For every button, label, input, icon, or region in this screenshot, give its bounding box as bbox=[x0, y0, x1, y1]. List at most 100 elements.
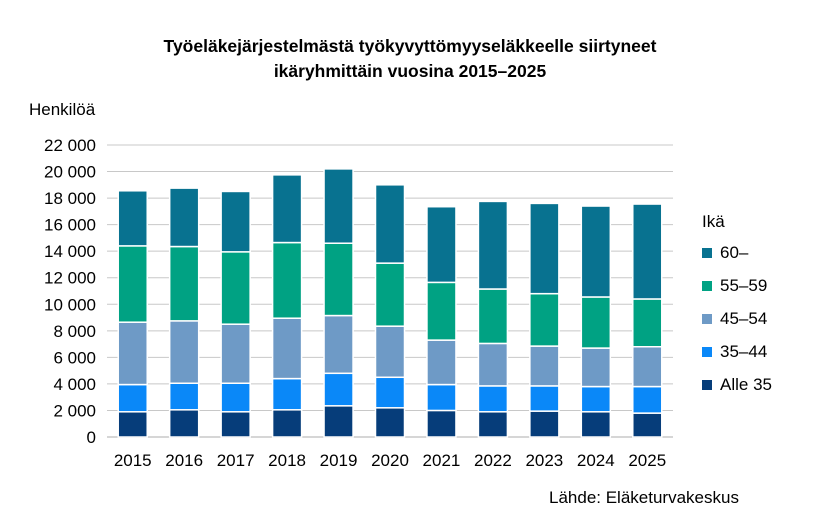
legend-label: 55–59 bbox=[720, 275, 768, 295]
legend-items: 60– 55–59 45–54 35–44 Alle 35 bbox=[702, 236, 772, 401]
bar-segment bbox=[323, 242, 354, 317]
bar-stack-2023 bbox=[529, 202, 560, 438]
bar-segment bbox=[477, 200, 509, 290]
x-tick-label: 2016 bbox=[165, 451, 203, 470]
legend-label: 45–54 bbox=[720, 308, 768, 328]
bar-segment bbox=[220, 323, 251, 384]
bar-segment bbox=[426, 205, 457, 284]
y-tick-label: 22 000 bbox=[44, 136, 96, 155]
bar-stack-2025 bbox=[632, 203, 663, 438]
bar-segment bbox=[117, 245, 148, 323]
bar-segment bbox=[426, 409, 457, 438]
chart-title: Työeläkejärjestelmästä työkyvyttömyyselä… bbox=[0, 34, 820, 84]
bar-segment bbox=[580, 411, 612, 438]
x-tick-label: 2023 bbox=[525, 451, 563, 470]
legend-swatch bbox=[702, 346, 712, 357]
bar-segment bbox=[374, 184, 406, 264]
bar-segment bbox=[168, 187, 200, 248]
legend-swatch bbox=[702, 280, 712, 291]
bar-segment bbox=[117, 321, 148, 386]
bar-segment bbox=[477, 411, 509, 438]
legend-title: Ikä bbox=[702, 212, 725, 231]
y-tick-label: 14 000 bbox=[44, 242, 96, 261]
legend-label: 35–44 bbox=[720, 341, 768, 361]
bar-segment bbox=[271, 241, 303, 319]
bar-segment bbox=[220, 190, 251, 253]
x-tick-label: 2021 bbox=[423, 451, 461, 470]
x-tick-label: 2015 bbox=[114, 451, 152, 470]
bar-stack-2022 bbox=[477, 200, 509, 438]
bar-segment bbox=[220, 251, 251, 325]
legend-swatch bbox=[702, 247, 712, 258]
y-tick-label: 18 000 bbox=[44, 189, 96, 208]
y-tick-label: 6 000 bbox=[53, 348, 96, 367]
bar-segment bbox=[632, 298, 663, 348]
bar-segment bbox=[580, 296, 612, 349]
bar-segment bbox=[168, 409, 200, 438]
y-tick-label: 2 000 bbox=[53, 401, 96, 420]
bar-segment bbox=[271, 317, 303, 380]
bar-segment bbox=[632, 345, 663, 388]
legend-item: Alle 35 bbox=[702, 368, 772, 401]
y-tick-label: 16 000 bbox=[44, 216, 96, 235]
bar-segment bbox=[580, 205, 612, 298]
y-tick-label: 8 000 bbox=[53, 322, 96, 341]
y-tick-label: 4 000 bbox=[53, 375, 96, 394]
legend: Ikä 60– 55–59 45–54 35–44 Alle 35 bbox=[702, 212, 772, 401]
bar-segment bbox=[323, 405, 354, 438]
legend-swatch bbox=[702, 313, 712, 324]
bar-segment bbox=[529, 345, 560, 387]
bar-segment bbox=[220, 382, 251, 413]
bar-segment bbox=[117, 411, 148, 438]
y-axis-label: Henkilöä bbox=[29, 100, 96, 119]
y-tick-label: 12 000 bbox=[44, 269, 96, 288]
bar-segment bbox=[168, 382, 200, 411]
stacked-bars bbox=[117, 168, 663, 438]
bar-segment bbox=[529, 385, 560, 412]
chart-title-line-2: ikäryhmittäin vuosina 2015–2025 bbox=[273, 61, 547, 81]
bar-segment bbox=[632, 203, 663, 300]
bar-segment bbox=[117, 190, 148, 247]
x-tick-label: 2024 bbox=[577, 451, 615, 470]
bar-segment bbox=[580, 385, 612, 413]
bar-segment bbox=[374, 325, 406, 379]
bar-segment bbox=[632, 412, 663, 438]
x-tick-label: 2020 bbox=[371, 451, 409, 470]
bar-segment bbox=[632, 385, 663, 414]
x-tick-label: 2025 bbox=[628, 451, 666, 470]
y-tick-label: 10 000 bbox=[44, 295, 96, 314]
bar-segment bbox=[477, 288, 509, 345]
bar-segment bbox=[323, 314, 354, 375]
bar-stack-2020 bbox=[374, 184, 406, 438]
bar-segment bbox=[529, 410, 560, 438]
legend-label: Alle 35 bbox=[720, 374, 772, 394]
bar-segment bbox=[374, 407, 406, 438]
bar-segment bbox=[426, 383, 457, 412]
x-tick-label: 2022 bbox=[474, 451, 512, 470]
bar-segment bbox=[529, 202, 560, 295]
legend-item: 55–59 bbox=[702, 269, 772, 302]
bar-segment bbox=[220, 411, 251, 438]
bar-stack-2017 bbox=[220, 190, 251, 438]
legend-item: 60– bbox=[702, 236, 772, 269]
y-axis-ticks: 0 2 000 4 000 6 000 8 000 10 000 12 000 14 000 1… bbox=[44, 136, 96, 447]
bar-segment bbox=[426, 339, 457, 386]
source-note: Lähde: Eläketurvakeskus bbox=[549, 488, 739, 507]
bar-segment bbox=[477, 385, 509, 413]
bar-segment bbox=[529, 292, 560, 347]
legend-swatch bbox=[702, 379, 712, 390]
bar-segment bbox=[323, 372, 354, 407]
bar-segment bbox=[374, 262, 406, 327]
x-axis-ticks: 2015 2016 2017 2018 2019 2020 2021 2022 2023 2024… bbox=[114, 451, 666, 470]
bar-stack-2024 bbox=[580, 205, 612, 438]
bar-segment bbox=[426, 281, 457, 341]
x-tick-label: 2017 bbox=[217, 451, 255, 470]
bar-stack-2015 bbox=[117, 190, 148, 438]
y-tick-label: 0 bbox=[87, 428, 96, 447]
bar-segment bbox=[117, 383, 148, 413]
bar-stack-2018 bbox=[271, 174, 303, 438]
x-tick-label: 2018 bbox=[268, 451, 306, 470]
bar-segment bbox=[168, 320, 200, 384]
bar-segment bbox=[271, 409, 303, 438]
